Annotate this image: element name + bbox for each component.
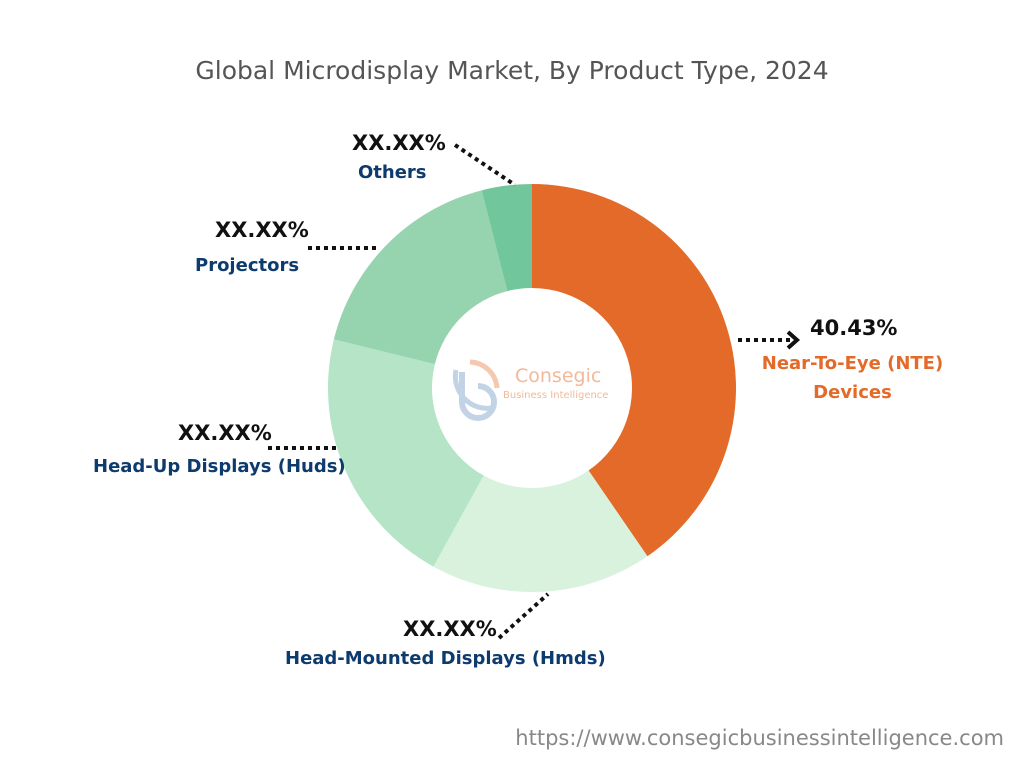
leader-line-others xyxy=(453,143,517,187)
data-label-others: XX.XX% xyxy=(352,131,446,155)
logo-name: Consegic xyxy=(515,365,602,387)
slice-projectors xyxy=(333,190,508,365)
category-label-huds: Head-Up Displays (Huds) xyxy=(93,456,346,477)
data-label-projectors: XX.XX% xyxy=(215,218,309,242)
source-url: https://www.consegicbusinessintelligence… xyxy=(515,726,1004,750)
slice-head-up-displays-huds xyxy=(328,339,484,567)
category-label-others: Others xyxy=(358,162,427,183)
data-label-huds: XX.XX% xyxy=(178,421,272,445)
leader-line-hmds xyxy=(497,592,550,640)
chart-title: Global Microdisplay Market, By Product T… xyxy=(195,56,829,85)
data-label-nte: 40.43% xyxy=(810,316,898,340)
data-label-hmds: XX.XX% xyxy=(403,617,497,641)
slice-near-to-eye-nte-devices xyxy=(532,184,737,557)
category-label-projectors: Projectors xyxy=(195,255,300,276)
category-label-hmds: Head-Mounted Displays (Hmds) xyxy=(285,648,606,669)
slice-head-mounted-displays-hmds xyxy=(433,470,648,592)
logo-tagline: Business Intelligence xyxy=(503,390,609,401)
logo-mark xyxy=(452,359,500,421)
slice-others xyxy=(481,184,532,292)
arrow-head-icon xyxy=(786,330,801,350)
category-label-nte: Near-To-Eye (NTE) Devices xyxy=(761,353,944,403)
